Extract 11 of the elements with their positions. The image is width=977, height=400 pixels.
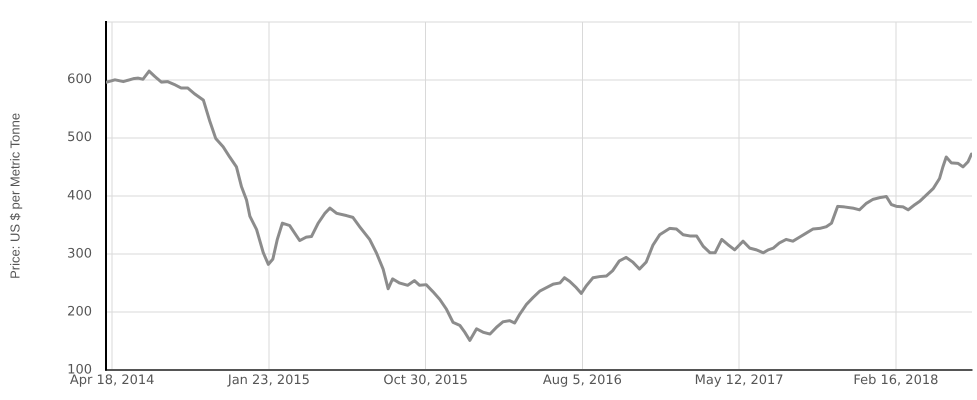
y-tick-label: 200	[67, 304, 92, 320]
y-tick-label: 400	[67, 188, 92, 204]
y-tick-label: 500	[67, 130, 92, 146]
y-tick-label: 600	[67, 72, 92, 88]
x-tick-label: Oct 30, 2015	[383, 373, 468, 388]
x-tick-label: Aug 5, 2016	[542, 373, 622, 388]
x-tick-label: Feb 16, 2018	[853, 373, 938, 388]
x-tick-label: Jan 23, 2015	[226, 373, 310, 388]
x-tick-label: May 12, 2017	[694, 373, 784, 388]
y-axis-title: Price: US $ per Metric Tonne	[7, 112, 22, 279]
y-tick-label: 300	[67, 246, 92, 262]
